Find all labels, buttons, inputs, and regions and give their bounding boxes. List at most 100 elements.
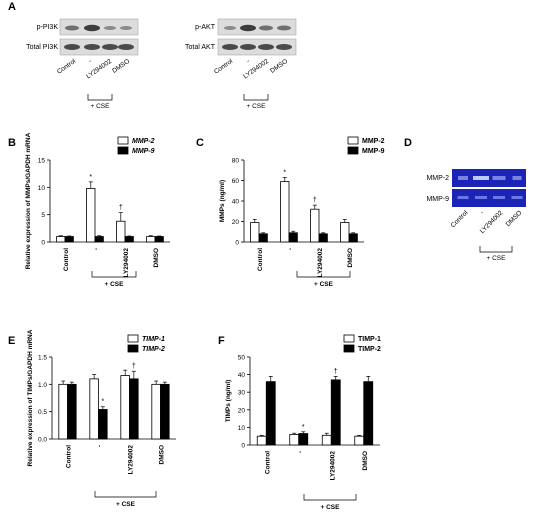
- blot-band: [102, 44, 118, 50]
- treatment-label: + CSE: [247, 103, 267, 110]
- bar-timp-1: [151, 383, 161, 440]
- blot-band: [84, 44, 100, 50]
- y-axis-label: MMPs (ng/ml): [219, 180, 226, 222]
- legend-label: TIMP-2: [358, 346, 381, 353]
- legend-label: MMP-2: [362, 138, 385, 145]
- bar-mmp-9: [258, 233, 268, 243]
- bar-timp-2: [330, 379, 341, 446]
- y-tick-label: 1.5: [38, 355, 47, 362]
- y-axis-label: TIMPs (ng/ml): [225, 380, 232, 423]
- treatment-label: + CSE: [91, 103, 111, 110]
- y-tick-label: 15: [38, 158, 46, 165]
- legend-swatch: [343, 334, 355, 343]
- panel-letter-a: A: [8, 1, 16, 13]
- bar-timp-1: [120, 375, 130, 440]
- category-label: DMSO: [347, 248, 354, 268]
- bar-timp-1: [321, 434, 332, 446]
- legend-label: TIMP-1: [358, 336, 381, 343]
- legend-label: MMP-9: [132, 148, 155, 155]
- lane-label: Control: [56, 58, 78, 76]
- blot-band: [240, 24, 256, 32]
- bar-timp-2: [265, 381, 276, 446]
- legend-swatch: [127, 344, 139, 353]
- bar-mmp-9: [124, 236, 134, 243]
- bar-mmp-2: [250, 222, 260, 243]
- bar-mmp-2: [310, 208, 320, 243]
- bar-mmp-2: [116, 220, 126, 243]
- significance-mark: *: [101, 399, 104, 406]
- blot-strip: [217, 38, 297, 56]
- category-label: -: [97, 445, 104, 447]
- bar-timp-2: [298, 433, 309, 446]
- chart-b: 0 5 10 15 Relative expression of MMPs/GAPDH …: [25, 132, 170, 288]
- bar-mmp-9: [288, 232, 298, 243]
- legend-label: MMP-2: [132, 138, 155, 145]
- y-tick-label: 0.0: [38, 437, 47, 444]
- blot-band: [104, 26, 116, 30]
- treatment-bracket: [87, 94, 113, 101]
- blot-row-label: Total PI3K: [26, 44, 58, 51]
- legend-label: MMP-9: [362, 148, 385, 155]
- bar-mmp-2: [56, 236, 66, 243]
- bar-timp-1: [58, 383, 68, 440]
- category-label: Control: [257, 248, 264, 271]
- significance-mark: †: [334, 368, 338, 375]
- bar-mmp-2: [340, 222, 350, 243]
- zymogram-band: [493, 196, 505, 199]
- significance-mark: †: [313, 197, 317, 204]
- treatment-label: + CSE: [321, 504, 341, 511]
- western-blot-right: p-AKT Total AKT Control - LY294002 DMSO …: [185, 18, 297, 110]
- bar-mmp-2: [146, 236, 156, 243]
- category-label: DMSO: [159, 445, 166, 465]
- blot-band: [222, 44, 238, 50]
- blot-row-label: p-PI3K: [37, 24, 59, 31]
- blot-row-label: Total AKT: [185, 44, 216, 51]
- zymogram-row-label: MMP-9: [426, 196, 449, 203]
- blot-band: [224, 26, 236, 30]
- category-label: LY294002: [123, 248, 130, 278]
- treatment-label: + CSE: [105, 281, 125, 288]
- lane-label: -: [87, 58, 93, 65]
- y-tick-label: 20: [232, 219, 240, 226]
- panel-letter-e: E: [8, 335, 16, 347]
- category-label: LY294002: [317, 248, 324, 278]
- category-label: DMSO: [153, 248, 160, 268]
- y-tick-label: 60: [232, 178, 240, 185]
- panel-letter-f: F: [218, 335, 225, 347]
- treatment-label: + CSE: [487, 255, 507, 262]
- legend-swatch: [347, 146, 359, 155]
- blot-band: [240, 44, 256, 50]
- significance-mark: *: [283, 169, 286, 176]
- treatment-bracket: [296, 271, 351, 278]
- y-tick-label: 20: [238, 407, 246, 414]
- bar-mmp-9: [318, 233, 328, 243]
- y-tick-label: 0: [41, 240, 45, 247]
- bar-timp-1: [89, 378, 99, 440]
- blot-band: [276, 44, 292, 50]
- treatment-bracket: [94, 491, 157, 498]
- y-tick-label: 50: [238, 355, 246, 362]
- bar-mmp-9: [64, 236, 74, 243]
- blot-band: [277, 25, 291, 31]
- treatment-label: + CSE: [116, 501, 136, 508]
- bar-timp-1: [289, 434, 300, 446]
- significance-mark: *: [89, 174, 92, 181]
- y-axis-label: Relative expression of TIMPs/GAPDH mRNA: [27, 329, 34, 466]
- bar-timp-2: [67, 383, 77, 440]
- bar-timp-2: [363, 381, 374, 446]
- panel-letter-d: D: [404, 137, 412, 149]
- lane-label: DMSO: [505, 209, 524, 228]
- significance-mark: †: [132, 363, 136, 370]
- blot-band: [84, 24, 100, 32]
- zymogram-band: [457, 196, 469, 199]
- bar-mmp-2: [86, 188, 96, 243]
- treatment-bracket: [479, 246, 513, 253]
- legend-swatch: [117, 136, 129, 145]
- legend-swatch: [127, 334, 139, 343]
- blot-band: [258, 44, 274, 50]
- treatment-label: + CSE: [314, 281, 334, 288]
- category-label: LY294002: [329, 451, 336, 481]
- bar-timp-1: [354, 435, 365, 446]
- blot-strip: [217, 18, 297, 36]
- category-label: -: [93, 248, 100, 250]
